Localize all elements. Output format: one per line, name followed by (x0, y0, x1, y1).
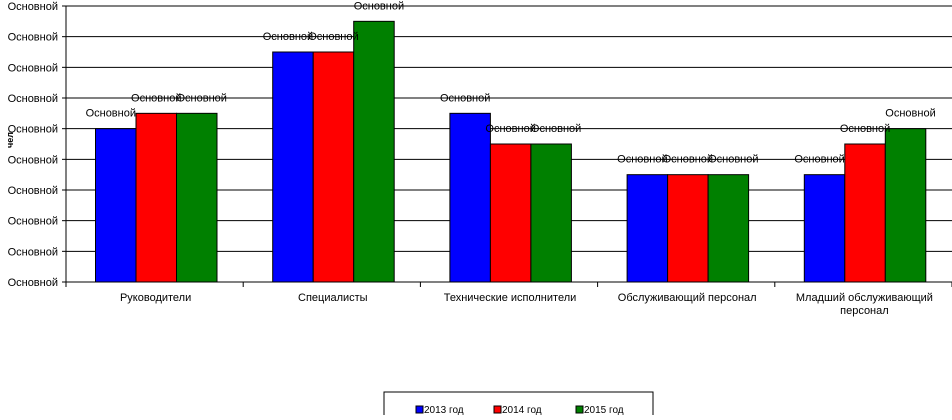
data-label: Основной (663, 154, 713, 166)
y-tick-label: Основной (8, 246, 58, 258)
y-tick-label: Основной (8, 185, 58, 197)
data-label: Основной (708, 154, 758, 166)
y-tick-label: Основной (8, 277, 58, 289)
data-label: Основной (308, 31, 358, 43)
data-label: Основной (885, 108, 935, 120)
data-label: Основной (131, 92, 181, 104)
data-label: Основной (263, 31, 313, 43)
bar (803, 174, 846, 283)
data-label: Основной (177, 92, 227, 104)
x-category-label: персонал (840, 305, 889, 317)
x-category-label: Руководители (120, 292, 191, 304)
data-label: Основной (354, 0, 404, 12)
bar (272, 51, 314, 283)
data-label: Основной (485, 123, 535, 135)
bar (530, 143, 572, 283)
legend: 2013 год 2014 год 2015 год (383, 391, 654, 420)
bar (95, 128, 137, 283)
bar (844, 143, 886, 283)
bar-layer (95, 20, 927, 283)
legend-swatch (415, 405, 424, 414)
y-tick-label: Основной (8, 154, 58, 166)
x-category-label: Обслуживающий персонал (618, 292, 757, 304)
data-label: Основной (86, 108, 136, 120)
data-label: Основной (840, 123, 890, 135)
bar (489, 143, 532, 283)
legend-swatch (493, 405, 502, 414)
x-category-label: Технические исполнители (444, 292, 577, 304)
bar (176, 112, 218, 283)
y-tick-label: Основной (8, 216, 58, 228)
y-tick-label: Основной (8, 124, 58, 136)
y-tick-label: Основной (8, 32, 58, 44)
legend-label: 2014 год (502, 405, 542, 415)
legend-swatch (575, 405, 584, 414)
axis-layer: ОсновнойОсновнойОсновнойОсновнойОсновной… (5, 1, 952, 317)
data-label: Основной (617, 154, 667, 166)
data-label: Основной (440, 92, 490, 104)
y-tick-label: Основной (8, 1, 58, 13)
bar (667, 174, 709, 283)
bar (135, 112, 177, 283)
bar (626, 174, 669, 283)
y-tick-label: Основной (8, 62, 58, 74)
x-category-label: Специалисты (298, 292, 368, 304)
x-category-label: Младший обслуживающий (796, 292, 933, 304)
legend-label: 2013 год (424, 405, 464, 415)
bar (707, 174, 750, 283)
y-axis-title: чел (5, 132, 15, 148)
data-label: Основной (531, 123, 581, 135)
y-tick-label: Основной (8, 93, 58, 105)
data-label: Основной (794, 154, 844, 166)
bar (312, 51, 355, 283)
bar (449, 112, 491, 283)
label-layer: ОсновнойОсновнойОсновнойОсновнойОсновной… (86, 0, 936, 165)
bar (884, 128, 927, 283)
legend-label: 2015 год (584, 405, 624, 415)
bar (353, 20, 395, 283)
